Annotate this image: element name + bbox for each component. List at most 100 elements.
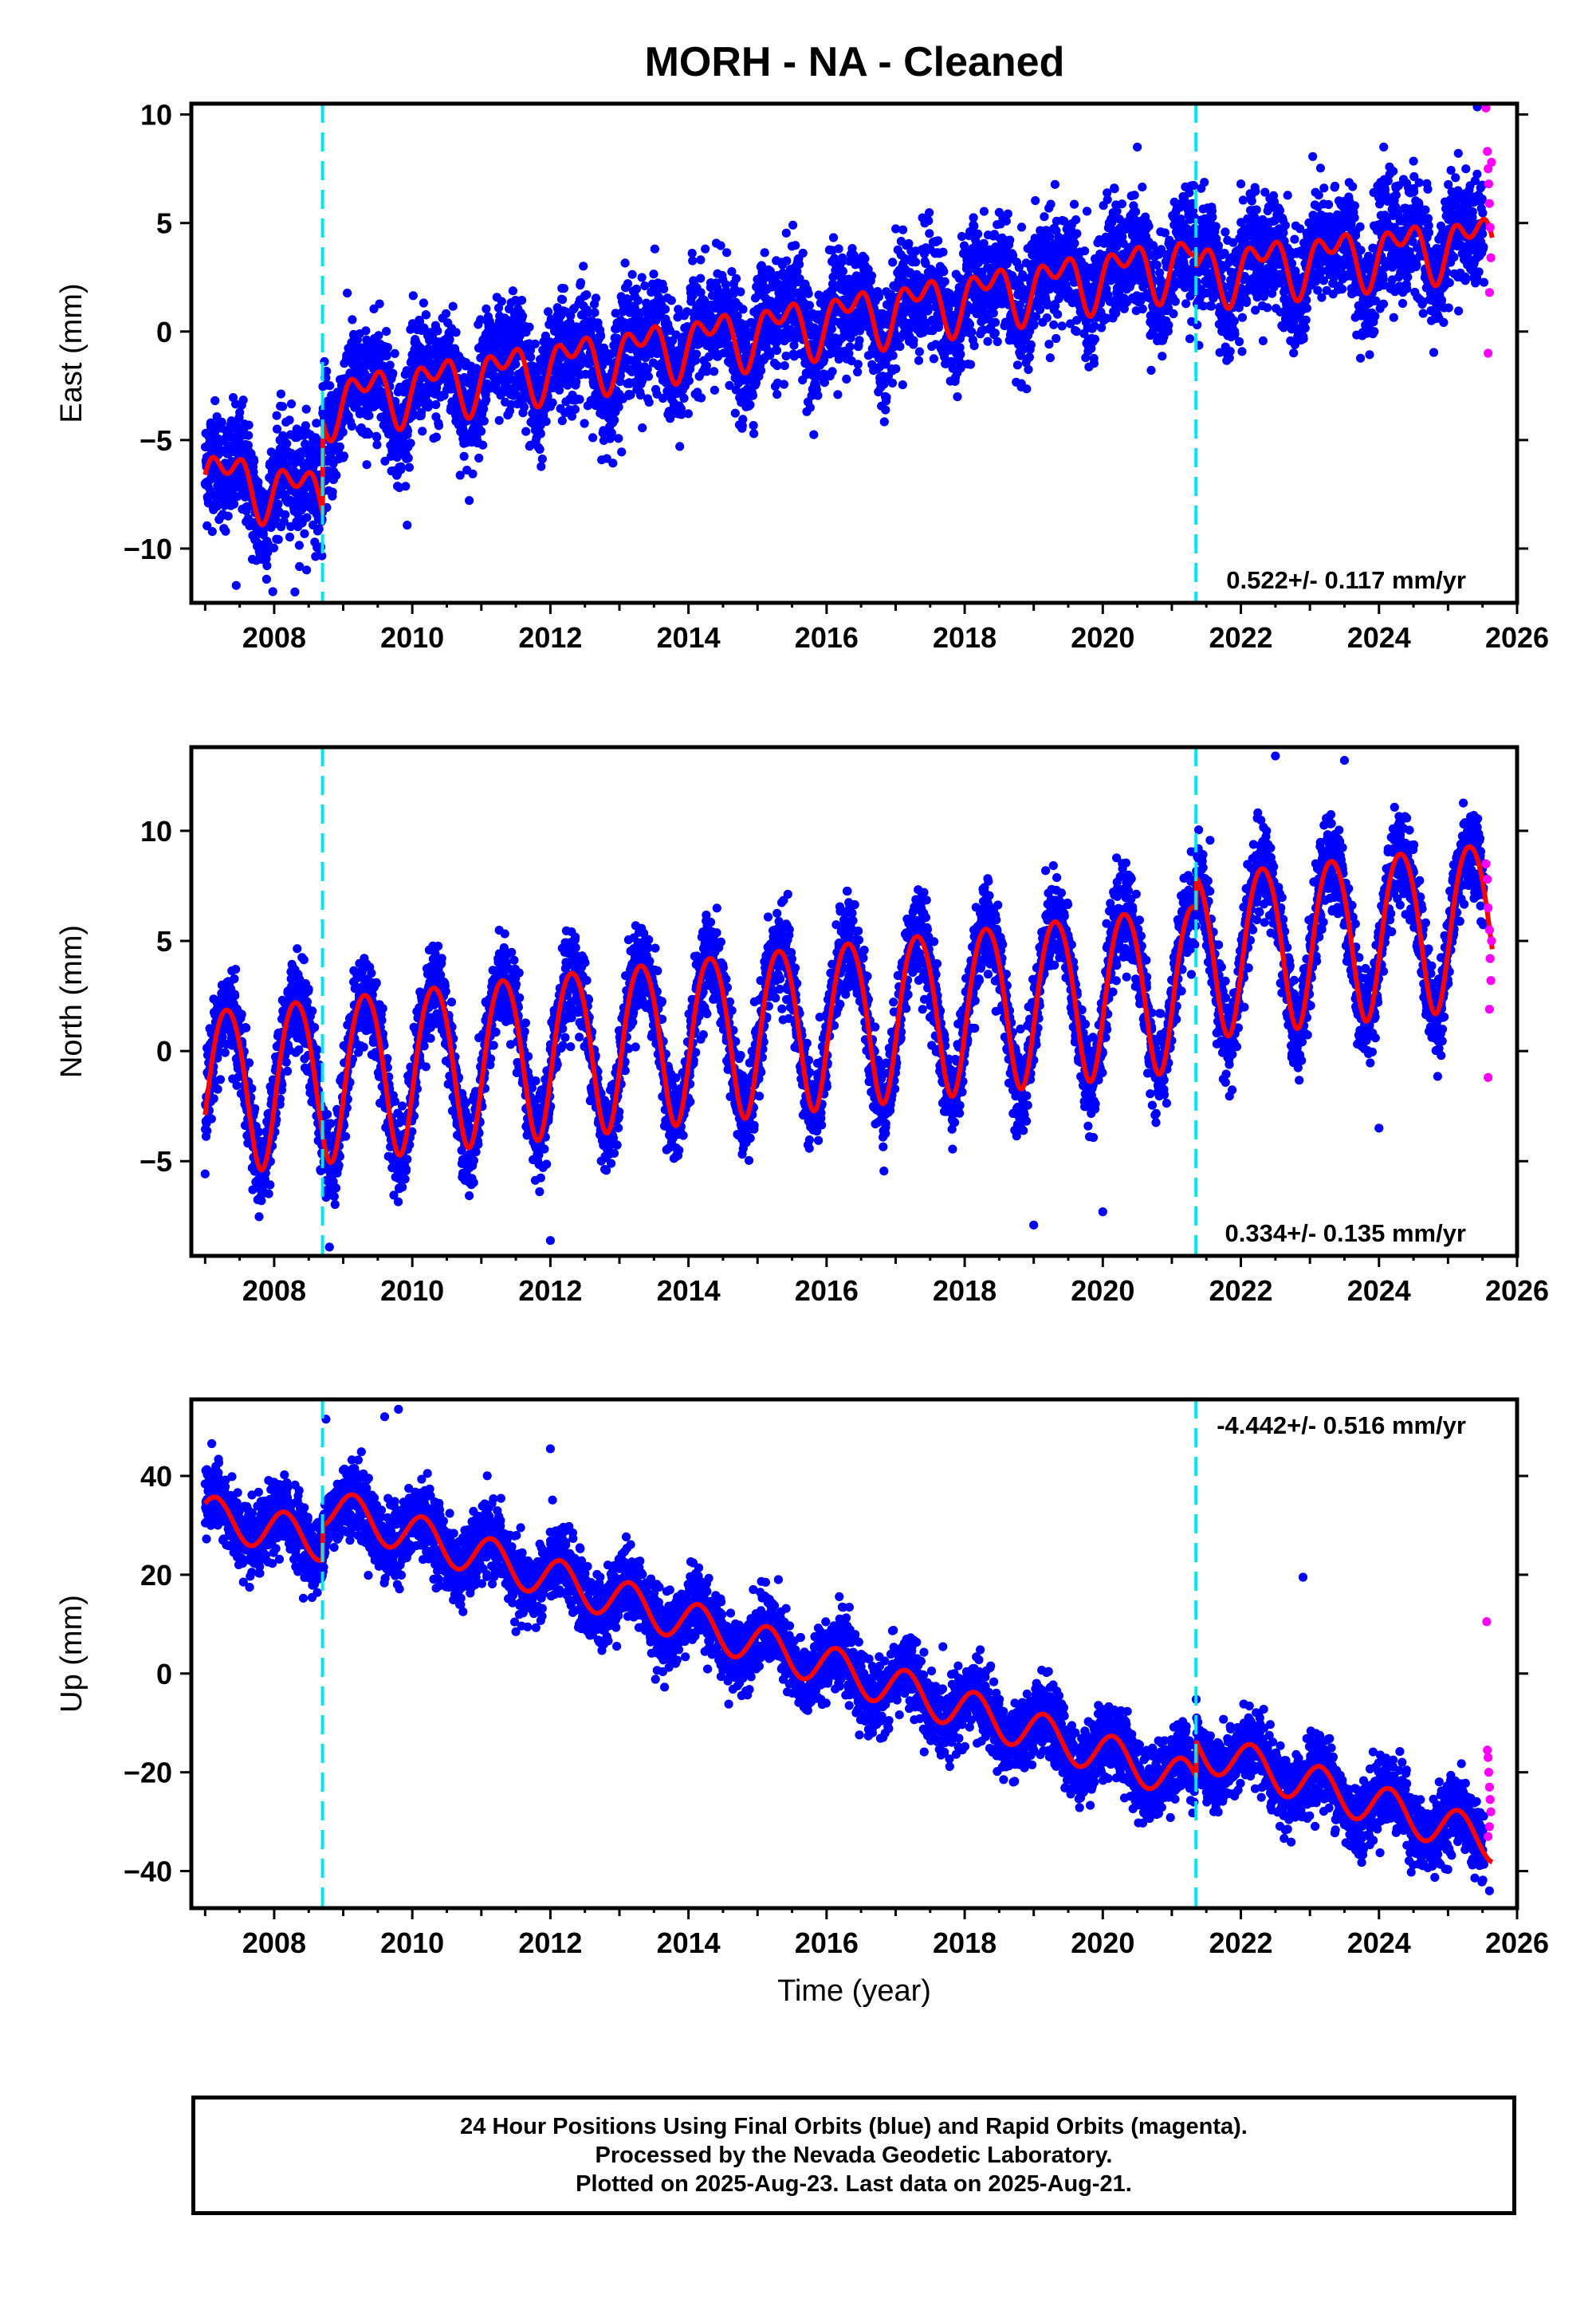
final-orbit-point (748, 391, 758, 400)
final-orbit-point (990, 317, 1000, 327)
final-orbit-point (781, 228, 791, 238)
final-orbit-point (1012, 360, 1022, 370)
final-orbit-point (477, 427, 486, 436)
final-orbit-point (254, 478, 263, 487)
final-orbit-point (834, 244, 843, 254)
final-orbit-point (238, 396, 248, 405)
final-orbit-point (497, 297, 506, 306)
final-orbit-point (827, 367, 837, 376)
final-orbit-point (465, 496, 474, 506)
final-orbit-point (730, 408, 740, 418)
final-orbit-point (375, 299, 384, 309)
final-orbit-point (924, 216, 934, 226)
final-orbit-point (272, 424, 282, 434)
final-orbit-point (1072, 229, 1082, 238)
final-orbit-point (1070, 238, 1079, 248)
final-orbit-point (1069, 199, 1079, 209)
final-orbit-point (842, 374, 851, 384)
final-orbit-point (322, 367, 332, 376)
final-orbit-point (749, 429, 759, 439)
final-orbit-point (273, 535, 283, 545)
figure-title: MORH - NA - Cleaned (645, 39, 1065, 85)
final-orbit-point (1022, 384, 1032, 394)
final-orbit-point (434, 421, 444, 431)
final-orbit-point (548, 398, 557, 407)
final-orbit-point (596, 332, 606, 341)
final-orbit-point (416, 407, 427, 417)
final-orbit-point (385, 360, 395, 370)
final-orbit-point (887, 378, 898, 388)
final-orbit-point (1144, 222, 1154, 231)
final-orbit-point (614, 402, 623, 411)
final-orbit-point (286, 399, 297, 409)
final-orbit-point (925, 229, 934, 238)
final-orbit-point (911, 258, 921, 267)
final-orbit-point (511, 360, 521, 369)
final-orbit-point (660, 305, 670, 314)
final-orbit-point (536, 429, 545, 439)
final-orbit-point (433, 326, 442, 336)
final-orbit-point (1110, 184, 1119, 194)
final-orbit-point (482, 395, 491, 405)
final-orbit-point (339, 451, 349, 461)
final-orbit-point (268, 587, 277, 596)
final-orbit-point (285, 415, 294, 425)
final-orbit-point (749, 421, 758, 431)
final-orbit-point (338, 427, 348, 437)
final-orbit-point (644, 397, 654, 407)
final-orbit-point (325, 381, 335, 391)
final-orbit-point (403, 521, 412, 530)
final-orbit-point (517, 296, 527, 305)
final-orbit-point (1035, 305, 1045, 314)
final-orbit-point (212, 502, 222, 511)
final-orbit-point (479, 416, 489, 426)
final-orbit-point (421, 310, 431, 320)
final-orbit-point (285, 532, 295, 542)
final-orbit-point (535, 444, 544, 455)
final-orbit-point (845, 342, 855, 352)
final-orbit-point (403, 453, 413, 463)
final-orbit-point (623, 279, 633, 289)
final-orbit-point (408, 291, 418, 301)
final-orbit-point (445, 335, 454, 344)
final-orbit-point (591, 293, 601, 303)
final-orbit-point (791, 241, 800, 250)
final-orbit-point (925, 208, 934, 218)
final-orbit-point (909, 336, 918, 345)
final-orbit-point (250, 456, 259, 466)
final-orbit-point (1044, 340, 1054, 349)
final-orbit-point (474, 453, 484, 463)
final-orbit-point (282, 439, 292, 449)
final-orbit-point (419, 323, 429, 333)
final-orbit-point (1029, 320, 1039, 329)
final-orbit-point (557, 295, 568, 305)
final-orbit-point (559, 284, 569, 293)
final-orbit-point (380, 456, 390, 466)
final-orbit-point (888, 351, 898, 360)
final-orbit-point (853, 367, 863, 377)
east-panel: 2008 2010 2012 2014 2016 2018 2020 2022 2024 2026… (55, 99, 1549, 654)
final-orbit-point (738, 415, 748, 424)
final-orbit-point (1016, 222, 1027, 232)
final-orbit-point (610, 415, 619, 425)
final-orbit-point (403, 426, 413, 435)
final-orbit-point (392, 452, 402, 462)
final-orbit-point (314, 524, 324, 533)
final-orbit-point (418, 427, 427, 436)
final-orbit-point (614, 434, 623, 443)
final-orbit-point (526, 352, 536, 362)
final-orbit-point (679, 393, 689, 403)
final-orbit-point (640, 281, 650, 291)
final-orbit-point (431, 399, 441, 410)
final-orbit-point (827, 325, 836, 334)
final-orbit-point (302, 565, 312, 575)
final-orbit-point (401, 482, 411, 491)
final-orbit-point (881, 405, 890, 415)
final-orbit-point (710, 385, 720, 395)
final-orbit-point (620, 258, 630, 268)
final-orbit-point (929, 354, 938, 364)
final-orbit-point (990, 329, 1000, 338)
final-orbit-point (891, 364, 901, 374)
final-orbit-point (855, 336, 864, 345)
